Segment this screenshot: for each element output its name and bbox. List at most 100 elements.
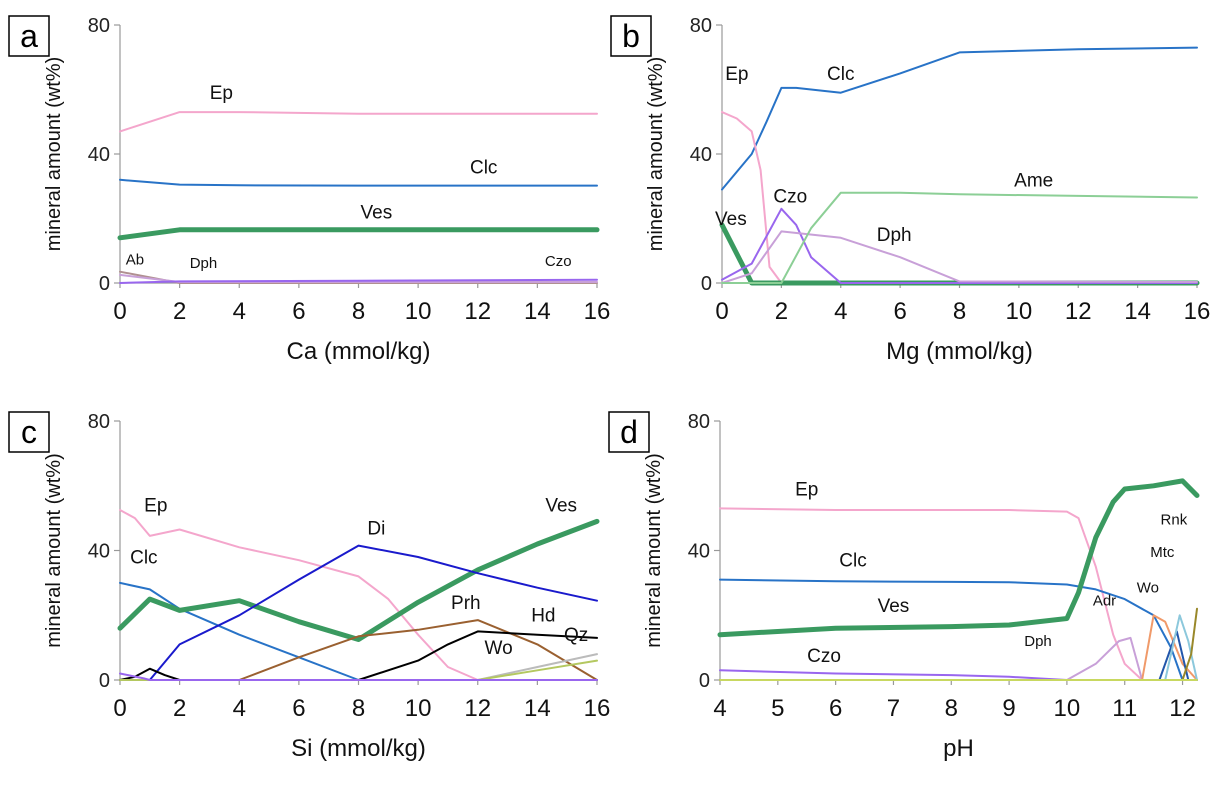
x-tick-label: 10	[405, 298, 432, 325]
y-tick-label: 40	[688, 541, 710, 563]
series-line-czo	[721, 207, 1198, 284]
x-tick-label: 16	[1184, 298, 1211, 325]
x-tick-label: 8	[352, 298, 365, 325]
series-line-ep	[119, 111, 598, 133]
series-line-di	[119, 544, 598, 681]
x-tick-label: 8	[953, 298, 966, 325]
chart-panel-d: 0 40 80 4 5 6 7 8 9 10 11 12 pH mineral amount (wt%)d…	[608, 411, 1200, 762]
x-tick-label: 16	[584, 695, 611, 722]
series-label-adr: Adr	[1093, 593, 1116, 610]
x-tick-label: 7	[887, 695, 900, 722]
x-tick-label: 6	[292, 695, 305, 722]
series-line-clc	[721, 46, 1198, 191]
series-label-ves: Ves	[878, 596, 910, 617]
series-label-ame: Ame	[1014, 170, 1053, 191]
x-axis-label: Ca (mmol/kg)	[286, 338, 430, 365]
series-line-ep	[719, 507, 1198, 681]
series-line-dph	[721, 230, 1198, 284]
series-line-prh	[119, 619, 598, 681]
panel-label: c	[21, 414, 37, 450]
x-tick-label: 12	[464, 695, 491, 722]
series-label-ep: Ep	[144, 496, 167, 517]
y-tick-label: 0	[99, 273, 110, 295]
series-label-czo: Czo	[545, 253, 572, 270]
y-tick-label: 0	[99, 670, 110, 692]
x-tick-label: 2	[173, 695, 186, 722]
series-label-ep: Ep	[725, 64, 748, 85]
panel-label: b	[622, 18, 640, 54]
series-line-clc	[119, 178, 598, 187]
x-tick-label: 8	[352, 695, 365, 722]
series-line-czo	[119, 278, 598, 284]
x-tick-label: 14	[524, 298, 551, 325]
x-tick-label: 11	[1112, 695, 1137, 722]
series-label-clc: Clc	[827, 64, 854, 85]
series-label-czo: Czo	[773, 186, 807, 207]
series-label-dph: Dph	[877, 225, 912, 246]
series-line-dph	[719, 636, 1198, 681]
y-tick-label: 80	[88, 15, 110, 37]
series-line-czo	[719, 669, 1198, 681]
series-label-ves: Ves	[361, 203, 393, 224]
panel-label-box	[8, 15, 50, 57]
y-tick-label: 0	[699, 670, 710, 692]
panel-label-box	[608, 411, 650, 453]
series-line-ves	[117, 227, 600, 241]
series-line-czo	[119, 672, 598, 681]
y-axis-label: mineral amount (wt%)	[43, 57, 65, 252]
x-tick-label: 12	[464, 298, 491, 325]
y-tick-label: 40	[88, 541, 110, 563]
x-tick-label: 6	[292, 298, 305, 325]
series-label-mtc: Mtc	[1150, 544, 1175, 561]
x-axis-label: Mg (mmol/kg)	[886, 338, 1033, 365]
series-label-wo: Wo	[485, 638, 513, 659]
series-line-ame	[721, 191, 1198, 284]
series-label-ab: Ab	[126, 251, 144, 268]
series-line-ves	[117, 518, 600, 642]
y-axis-label: mineral amount (wt%)	[643, 453, 665, 648]
series-label-ep: Ep	[795, 479, 818, 500]
series-label-rnk: Rnk	[1161, 512, 1188, 529]
panel-label: a	[20, 18, 38, 54]
x-axis-label: pH	[943, 735, 974, 762]
series-label-czo: Czo	[807, 646, 841, 667]
panel-label: d	[620, 414, 638, 450]
x-axis-label: Si (mmol/kg)	[291, 735, 426, 762]
series-label-qz: Qz	[564, 625, 588, 646]
y-tick-label: 40	[690, 144, 712, 166]
x-tick-label: 0	[113, 298, 126, 325]
y-axis-label: mineral amount (wt%)	[645, 57, 667, 252]
series-line-wo	[119, 653, 598, 681]
y-tick-label: 80	[88, 411, 110, 433]
series-label-ves: Ves	[545, 496, 577, 517]
x-tick-label: 0	[113, 695, 126, 722]
series-label-prh: Prh	[451, 593, 481, 614]
x-tick-label: 12	[1065, 298, 1092, 325]
x-tick-label: 0	[715, 298, 728, 325]
x-tick-label: 10	[1054, 695, 1081, 722]
y-tick-label: 80	[690, 15, 712, 37]
x-tick-label: 16	[584, 298, 611, 325]
series-label-clc: Clc	[839, 551, 866, 572]
y-axis-label: mineral amount (wt%)	[43, 453, 65, 648]
x-tick-label: 10	[1006, 298, 1033, 325]
x-tick-label: 2	[775, 298, 788, 325]
series-label-ves: Ves	[715, 209, 747, 230]
series-label-di: Di	[367, 518, 385, 539]
x-tick-label: 6	[893, 298, 906, 325]
y-tick-label: 80	[688, 411, 710, 433]
series-label-clc: Clc	[470, 157, 497, 178]
x-tick-label: 8	[945, 695, 958, 722]
x-tick-label: 5	[771, 695, 784, 722]
x-tick-label: 4	[233, 695, 246, 722]
panel-label-box	[8, 411, 50, 453]
x-tick-label: 4	[713, 695, 726, 722]
panel-label-box	[610, 15, 652, 57]
x-tick-label: 2	[173, 298, 186, 325]
series-label-ep: Ep	[210, 83, 233, 104]
chart-panel-c: 0 40 80 0 2 4 6 8 10 12 14 16 Si (mmol/kg) mineral am…	[8, 411, 611, 762]
x-tick-label: 14	[524, 695, 551, 722]
series-line-ves	[717, 478, 1200, 638]
y-tick-label: 40	[88, 144, 110, 166]
